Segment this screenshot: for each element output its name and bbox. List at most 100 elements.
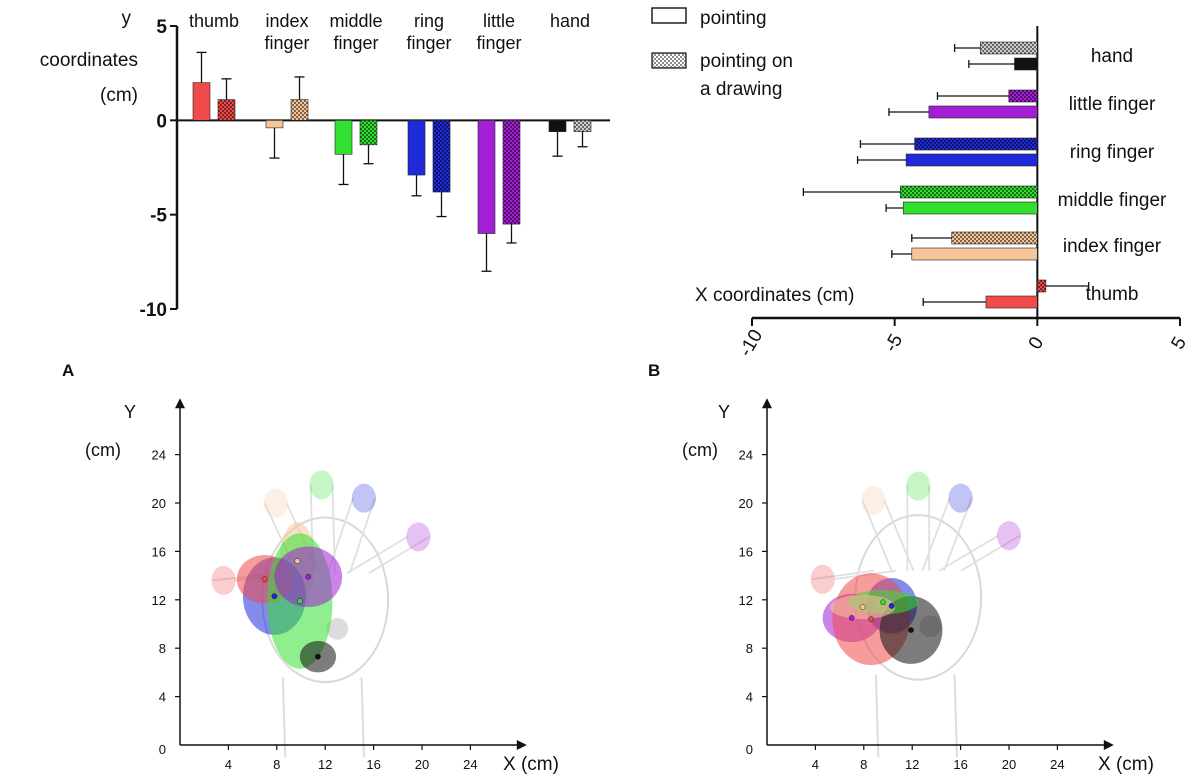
target-middle-finger	[906, 471, 931, 501]
x-tick-label: 12	[318, 757, 332, 772]
chart-a-axes: 5 0 -5 -10	[140, 17, 610, 321]
legend-label-pointing: pointing	[700, 8, 767, 29]
target-index-finger	[263, 488, 288, 518]
finger-outline-little-finger	[938, 534, 1021, 572]
scatter-a-xlabel: X (cm)	[503, 754, 559, 775]
bar-little-finger-pointing	[477, 120, 496, 234]
bar-middle-finger-pointing	[902, 201, 1038, 215]
scatter-b-axes: 4 8 12 16 20 24 4 8 12 16 20 24 0	[739, 398, 1114, 772]
x-tick-label: 12	[905, 757, 919, 772]
origin-label: 0	[746, 742, 753, 757]
target-hand	[326, 617, 349, 640]
origin-label: 0	[159, 742, 166, 757]
category-label-thumb: thumb	[1086, 284, 1139, 305]
chart-a-bars	[192, 51, 592, 272]
legend-label-pointing-on-a-drawing-line2: a drawing	[700, 79, 782, 100]
category-label-index-finger: index	[265, 11, 308, 31]
point-ring-finger	[271, 593, 278, 599]
bar-thumb-pointing-on-a-drawing	[1037, 279, 1047, 293]
bar-thumb-pointing	[985, 295, 1038, 309]
y-tick-label: 20	[152, 496, 166, 511]
bar-hand-pointing-on-a-drawing	[979, 41, 1038, 55]
y-tick-label: 20	[739, 496, 753, 511]
x-tick-label: 20	[415, 757, 429, 772]
scatter-a-axes: 4 8 12 16 20 24 4 8 12 16 20 24 0	[152, 398, 527, 772]
x-tick-label: 20	[1002, 757, 1016, 772]
category-label-little-finger: finger	[476, 33, 521, 53]
target-little-finger	[996, 521, 1022, 551]
chart-a-ylabel-line3: (cm)	[100, 85, 138, 106]
x-tick-label: -10	[735, 326, 767, 360]
point-hand	[908, 627, 914, 633]
scatter-b-ylabel-line1: Y	[718, 402, 730, 422]
bar-index-finger-pointing-on-a-drawing	[290, 99, 309, 121]
bar-thumb-pointing-on-a-drawing	[217, 99, 236, 121]
y-tick-label: 5	[156, 17, 167, 38]
category-label-ring-finger: ring	[414, 11, 444, 31]
chart-a-ylabel-line1: y	[122, 8, 132, 29]
bar-ring-finger-pointing-on-a-drawing	[914, 137, 1038, 151]
panel-label-b: B	[648, 361, 660, 380]
y-tick-label: 8	[746, 641, 753, 656]
chart-b-bars	[802, 41, 1090, 309]
chart-b-xlabel: X coordinates (cm)	[695, 285, 854, 306]
y-tick-label: 24	[152, 448, 166, 463]
legend: pointing pointing on a drawing	[651, 7, 793, 100]
hand-outline	[810, 471, 1022, 758]
bar-hand-pointing	[548, 120, 567, 132]
scatter-b-pointing-on-a-drawing: 4 8 12 16 20 24 4 8 12 16 20 24 0 Y (cm) X (cm)	[682, 398, 1154, 775]
target-middle-finger	[309, 470, 334, 500]
point-little-finger	[305, 574, 312, 580]
point-middle-finger	[880, 599, 886, 606]
y-tick-label: 8	[159, 641, 166, 656]
bar-index-finger-pointing	[265, 120, 284, 129]
x-tick-label: 16	[366, 757, 380, 772]
y-tick-label: 24	[739, 448, 753, 463]
scatter-b-ylabel-line2: (cm)	[682, 440, 718, 460]
bar-little-finger-pointing-on-a-drawing	[502, 120, 521, 225]
y-tick-label: -10	[140, 300, 167, 321]
bar-ring-finger-pointing	[407, 120, 426, 176]
y-axis-arrow	[762, 398, 772, 409]
scatter-b-xlabel: X (cm)	[1098, 754, 1154, 775]
scatter-a-ellipses	[236, 522, 343, 673]
panel-label-a: A	[62, 361, 74, 380]
target-little-finger	[406, 522, 431, 552]
bar-index-finger-pointing-on-a-drawing	[951, 231, 1038, 245]
legend-swatch-pointing	[651, 7, 687, 24]
chart-a-ylabel-line2: coordinates	[40, 50, 138, 71]
y-tick-label: 16	[739, 544, 753, 559]
point-ring-finger	[888, 603, 895, 609]
bar-little-finger-pointing-on-a-drawing	[1008, 89, 1038, 103]
y-tick-label: 4	[159, 690, 166, 705]
point-index-finger	[859, 604, 866, 610]
x-tick-label: 8	[860, 757, 867, 772]
category-label-hand: hand	[550, 11, 590, 31]
point-hand	[315, 653, 321, 660]
category-label-middle-finger: middle finger	[1058, 190, 1167, 211]
y-tick-label: 12	[152, 593, 166, 608]
bar-hand-pointing-on-a-drawing	[573, 120, 592, 132]
scatter-a-ylabel-line1: Y	[124, 402, 136, 422]
finger-outline-index-finger	[861, 500, 915, 572]
category-label-middle-finger: finger	[333, 33, 378, 53]
target-ring-finger	[351, 483, 377, 513]
point-middle-finger	[296, 598, 303, 604]
y-tick-label: 12	[739, 593, 753, 608]
bar-middle-finger-pointing	[334, 120, 353, 155]
point-index-finger	[294, 558, 301, 564]
bar-thumb-pointing	[192, 82, 211, 121]
y-tick-label: 16	[152, 544, 166, 559]
category-label-ring-finger: finger	[406, 33, 451, 53]
x-tick-label: -5	[881, 331, 908, 356]
x-tick-label: 5	[1167, 333, 1185, 353]
finger-outline-little-finger	[346, 536, 430, 574]
wrist-outline	[281, 677, 365, 758]
bar-ring-finger-pointing	[905, 153, 1038, 167]
category-label-thumb: thumb	[189, 11, 239, 31]
bar-middle-finger-pointing-on-a-drawing	[359, 120, 378, 146]
category-label-little-finger: little	[483, 11, 515, 31]
y-axis-arrow	[175, 398, 185, 409]
x-tick-label: 0	[1025, 333, 1048, 353]
